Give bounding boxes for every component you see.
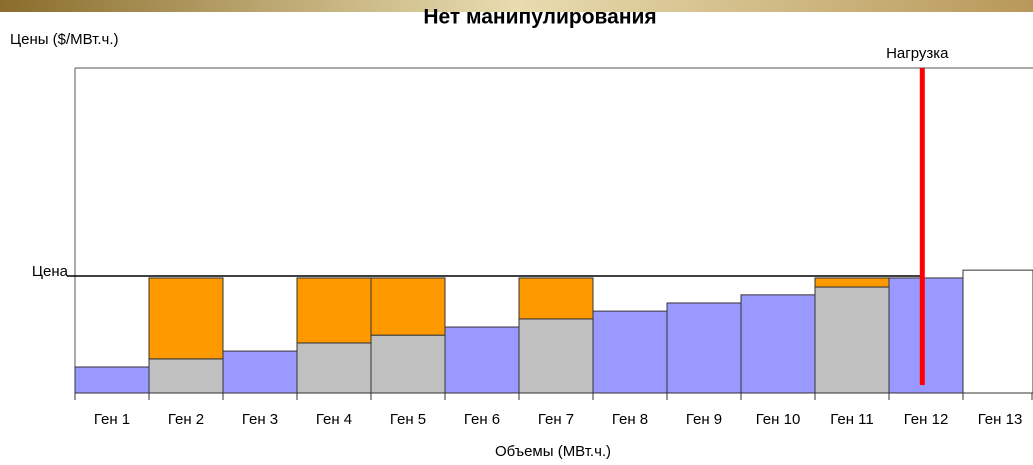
x-tick-label: Ген 3 (242, 411, 278, 428)
bar-segment (740, 294, 816, 394)
x-tick-label: Ген 10 (756, 411, 801, 428)
bar-segment (74, 366, 150, 394)
bar-segment (814, 277, 890, 288)
x-tick-label: Ген 12 (904, 411, 949, 428)
bar-segment (148, 277, 224, 360)
bar-segment (962, 269, 1033, 394)
x-tick-label: Ген 1 (94, 411, 130, 428)
bar-segment (148, 358, 224, 394)
price-label: Цена (32, 263, 69, 280)
bar-segment (666, 302, 742, 394)
bar-segment (444, 326, 520, 394)
x-tick-label: Ген 5 (390, 411, 426, 428)
x-tick-label: Ген 9 (686, 411, 722, 428)
x-axis-label: Объемы (МВт.ч.) (495, 443, 611, 460)
x-tick-label: Ген 6 (464, 411, 500, 428)
x-tick-label: Ген 8 (612, 411, 648, 428)
bar-segment (888, 277, 964, 394)
x-tick-label: Ген 13 (978, 411, 1023, 428)
bar-segment (592, 310, 668, 394)
load-label: Нагрузка (886, 45, 949, 62)
bar-segment (370, 277, 446, 336)
bar-segment (296, 342, 372, 394)
bar-segment (370, 334, 446, 394)
x-tick-label: Ген 11 (830, 411, 873, 428)
bar-segment (518, 277, 594, 320)
y-axis-label: Цены ($/МВт.ч.) (10, 31, 119, 48)
bar-segment (518, 318, 594, 394)
x-tick-label: Ген 7 (538, 411, 574, 428)
x-tick-label: Ген 2 (168, 411, 204, 428)
chart-title: Нет манипулирования (423, 6, 656, 29)
header-strip (0, 0, 1033, 12)
bar-segment (222, 350, 298, 394)
bar-segment (814, 286, 890, 394)
x-tick-label: Ген 4 (316, 411, 352, 428)
bar-segment (296, 277, 372, 344)
